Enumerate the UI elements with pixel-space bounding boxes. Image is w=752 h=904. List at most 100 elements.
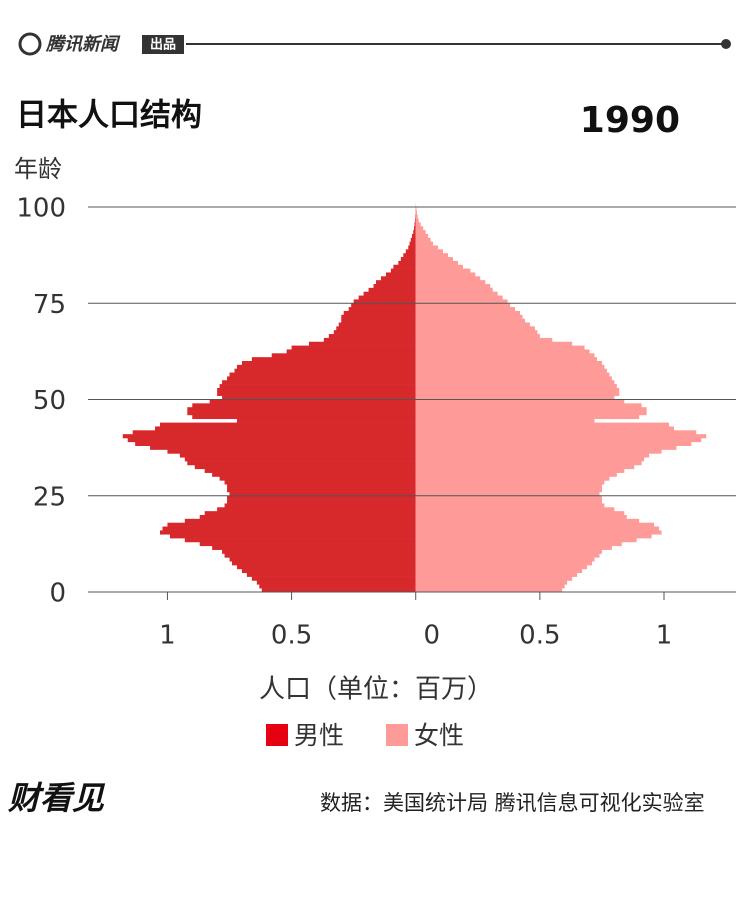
bar [416,569,582,573]
bar [416,326,535,330]
bar [416,461,642,465]
bar [187,461,415,465]
bar [411,238,416,242]
bar [416,246,438,250]
x-axis-label: 人口（单位：百万） [259,675,493,705]
bar [329,334,416,338]
bar [416,226,423,230]
bar [416,342,572,346]
bar [416,407,647,411]
bar [416,388,620,392]
bar [416,550,602,554]
bar [259,584,415,588]
bar [287,349,416,353]
bar [416,288,493,292]
bar [416,477,610,481]
bar [237,419,416,423]
bar [416,376,612,380]
bar [416,284,490,288]
bar [416,403,642,407]
bar [416,253,448,257]
bar [416,303,510,307]
bar [416,426,674,430]
bar [416,534,652,538]
bar [416,373,610,377]
bar [416,296,503,300]
y-tick-label: 75 [33,290,66,320]
brand: 腾讯新闻 [45,34,121,55]
bar [416,469,625,473]
bar [416,207,417,211]
bar [386,272,416,276]
bar [416,484,602,488]
bar [416,272,476,276]
bar [416,265,463,269]
bar [416,311,520,315]
bar [212,546,416,550]
bar [416,507,615,511]
bar [398,261,415,265]
bar [416,292,498,296]
bar [416,330,538,334]
bar [416,546,612,550]
bar [416,557,595,561]
x-tick-label: 0.5 [271,621,312,651]
bar [416,261,458,265]
bar [374,284,416,288]
legend-swatch [386,724,408,746]
bar [416,542,622,546]
bar [155,426,416,430]
bar [416,346,585,350]
bar [167,523,415,527]
bar [309,342,416,346]
bar [225,554,416,558]
bar [401,257,416,261]
bar [416,353,595,357]
bar [416,519,639,523]
bar [220,477,416,481]
bar [339,323,416,327]
bar [217,388,416,392]
y-tick-label: 100 [16,194,66,224]
bar [416,242,433,246]
bar [230,557,416,561]
bar [416,496,602,500]
bar [217,392,416,396]
bar [416,369,607,373]
bar [252,577,416,581]
header-dot [721,39,731,49]
bar [359,296,416,300]
bar [410,242,416,246]
bar [416,365,605,369]
bar [416,419,595,423]
bar [292,346,416,350]
bar [416,315,523,319]
bar [416,573,577,577]
bar [416,219,419,223]
source: 数据：美国统计局 腾讯信息可视化实验室 [320,791,705,815]
bar [416,380,615,384]
bar [227,500,416,504]
bar [227,484,416,488]
bar [185,519,416,523]
bar [381,276,416,280]
bar [414,226,416,230]
bar [225,503,416,507]
bar [416,565,587,569]
bar [192,415,415,419]
bar [341,319,415,323]
x-tick-label: 0 [423,621,440,651]
logo-icon [20,34,40,54]
bar [376,280,416,284]
bar [234,369,415,373]
bar [232,561,416,565]
bar [416,538,637,542]
bar [227,496,416,500]
bar [416,580,567,584]
y-tick-label: 25 [33,482,66,512]
bar [160,530,416,534]
bar [416,384,617,388]
bar [416,280,486,284]
bar [391,269,416,273]
